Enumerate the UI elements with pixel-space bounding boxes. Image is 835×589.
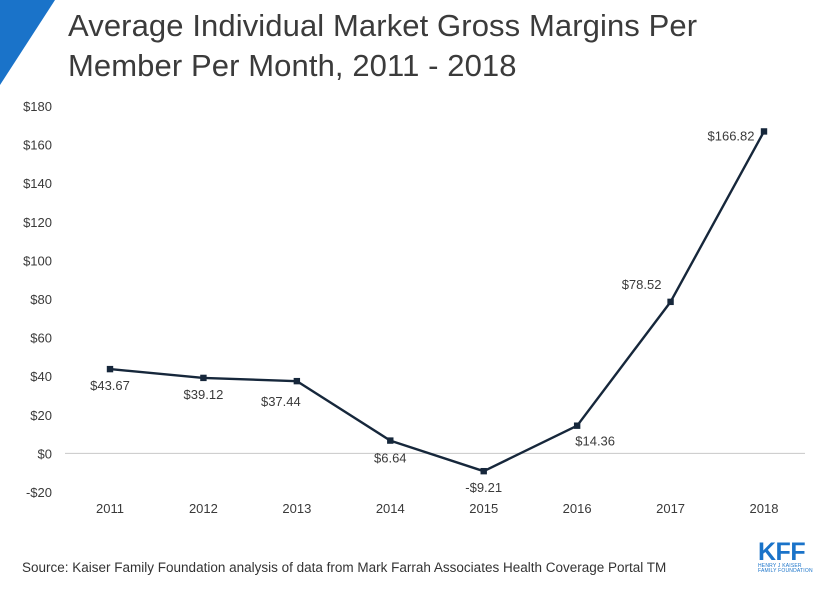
y-tick-label: $160 bbox=[23, 138, 52, 153]
data-point-marker bbox=[667, 298, 674, 306]
data-point-marker bbox=[106, 365, 114, 373]
data-point-marker bbox=[293, 377, 301, 385]
y-tick-label: $60 bbox=[30, 331, 52, 346]
x-tick-label: 2012 bbox=[189, 501, 218, 516]
data-label: -$9.21 bbox=[465, 480, 502, 495]
series-line bbox=[109, 130, 766, 473]
y-tick-label: $0 bbox=[38, 446, 52, 461]
y-tick-label: $80 bbox=[30, 292, 52, 307]
data-label: $166.82 bbox=[708, 128, 755, 143]
data-label: $39.12 bbox=[184, 387, 224, 402]
chart-title: Average Individual Market Gross Margins … bbox=[68, 6, 808, 86]
y-tick-label: $140 bbox=[23, 176, 52, 191]
kff-logo: KFF HENRY J KAISER FAMILY FOUNDATION bbox=[758, 540, 820, 574]
x-tick-label: 2017 bbox=[656, 501, 685, 516]
source-note: Source: Kaiser Family Foundation analysi… bbox=[22, 560, 667, 575]
y-tick-label: -$20 bbox=[26, 485, 52, 500]
data-label: $6.64 bbox=[374, 451, 407, 466]
data-label: $37.44 bbox=[261, 394, 301, 409]
kff-logo-sub1: HENRY J KAISER bbox=[758, 563, 802, 569]
data-point-marker bbox=[760, 128, 768, 135]
y-tick-label: $120 bbox=[23, 215, 52, 230]
x-tick-label: 2015 bbox=[469, 501, 498, 516]
y-tick-label: $180 bbox=[23, 99, 52, 114]
x-tick-label: 2014 bbox=[376, 501, 405, 516]
data-label: $78.52 bbox=[622, 277, 662, 292]
x-tick-label: 2013 bbox=[282, 501, 311, 516]
data-point-marker bbox=[480, 467, 487, 475]
data-point-marker bbox=[573, 422, 581, 429]
data-point-marker bbox=[387, 437, 394, 444]
x-tick-label: 2011 bbox=[96, 501, 124, 516]
data-point-marker bbox=[200, 374, 207, 382]
data-label: $43.67 bbox=[90, 378, 130, 393]
kff-logo-sub2: FAMILY FOUNDATION bbox=[758, 568, 813, 574]
x-tick-label: 2016 bbox=[563, 501, 592, 516]
y-tick-label: $40 bbox=[30, 369, 52, 384]
chart-title-line1: Average Individual Market Gross Margins … bbox=[68, 8, 698, 43]
y-tick-label: $100 bbox=[23, 253, 52, 268]
x-tick-label: 2018 bbox=[750, 501, 779, 516]
chart-title-line2: Member Per Month, 2011 - 2018 bbox=[68, 48, 517, 83]
data-label: $14.36 bbox=[575, 434, 615, 449]
kff-logo-text: KFF bbox=[758, 538, 806, 566]
y-tick-label: $20 bbox=[30, 408, 52, 423]
